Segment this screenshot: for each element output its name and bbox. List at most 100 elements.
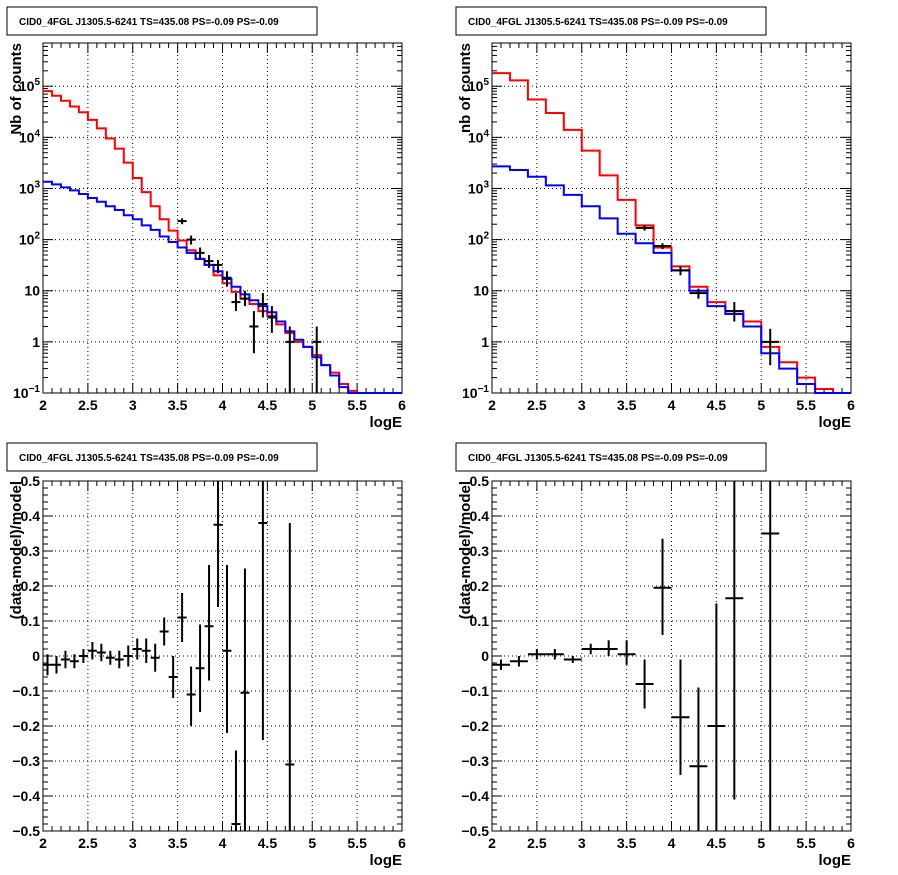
x-tick-label: 4 xyxy=(219,835,227,851)
data-point xyxy=(653,243,672,250)
x-axis-label: logE xyxy=(819,414,852,431)
data-point xyxy=(132,638,142,660)
data-point xyxy=(689,687,708,831)
data-point xyxy=(689,288,708,299)
y-tick-label: 0.5 xyxy=(470,473,490,489)
y-tick-label: −0.5 xyxy=(12,823,40,839)
data-point xyxy=(213,259,223,274)
x-tick-label: 2 xyxy=(39,835,47,851)
series-line xyxy=(492,165,851,394)
data-point xyxy=(671,266,690,276)
y-tick-label: 1 xyxy=(481,334,489,350)
x-tick-label: 4.5 xyxy=(707,835,727,851)
data-point xyxy=(312,326,322,393)
x-tick-label: 5 xyxy=(757,835,765,851)
y-axis: 10−1 1 10 102 103 104 105 xyxy=(462,42,851,401)
data-point xyxy=(60,650,70,669)
data-point xyxy=(285,326,295,393)
x-tick-label: 6 xyxy=(847,835,855,851)
data-point xyxy=(222,271,232,287)
x-tick-label: 3 xyxy=(129,397,137,413)
data-point xyxy=(51,656,61,674)
data-point xyxy=(599,640,618,656)
data-point xyxy=(105,650,115,665)
data-point xyxy=(186,235,196,245)
data-point xyxy=(231,750,241,831)
y-tick-label: 0.3 xyxy=(21,543,41,559)
y-tick-label: 102 xyxy=(19,231,41,248)
x-tick-label: 2.5 xyxy=(527,397,547,413)
data-point xyxy=(213,481,223,607)
data-point xyxy=(186,666,196,726)
y-tick-label: 10 xyxy=(24,283,40,299)
y-tick-label: 104 xyxy=(468,128,490,145)
data-point xyxy=(69,654,79,669)
data-point xyxy=(204,565,214,681)
y-tick-label: 0.2 xyxy=(21,578,41,594)
title-box xyxy=(455,6,767,36)
x-axis-label: logE xyxy=(819,852,852,869)
y-tick-label: 104 xyxy=(19,128,41,145)
data-point xyxy=(204,254,214,268)
x-axis-label: logE xyxy=(370,414,403,431)
data-point xyxy=(258,481,268,740)
y-tick-label: 0 xyxy=(481,648,489,664)
data-point xyxy=(492,659,510,670)
x-tick-label: 2 xyxy=(488,835,496,851)
data-point xyxy=(617,640,636,665)
data-point xyxy=(168,656,178,698)
x-tick-label: 5 xyxy=(308,835,316,851)
data-point xyxy=(761,328,780,366)
x-tick-label: 3 xyxy=(578,397,586,413)
x-tick-label: 5.5 xyxy=(347,835,367,851)
series-3 xyxy=(635,225,780,366)
x-tick-label: 3 xyxy=(578,835,586,851)
grid xyxy=(42,480,403,832)
data-point xyxy=(240,290,250,307)
data-point xyxy=(43,654,52,676)
data-point xyxy=(177,593,187,642)
y-axis: −0.5 −0.4 −0.3 −0.2 −0.1 0 0.1 0.2 0.3 0.4 0.5 xyxy=(12,473,402,839)
title-box xyxy=(6,6,318,36)
y-tick-label: −0.1 xyxy=(461,683,489,699)
chart-title: CID0_4FGL J1305.5-6241 TS=435.08 PS=-0.0… xyxy=(468,17,728,28)
chart-panel-1: CID0_4FGL J1305.5-6241 TS=435.08 PS=-0.0… xyxy=(6,6,406,431)
series-3 xyxy=(177,218,322,393)
x-tick-label: 6 xyxy=(398,835,406,851)
data-point xyxy=(150,643,160,672)
data-point xyxy=(267,306,277,333)
y-tick-label: −0.2 xyxy=(12,718,40,734)
x-tick-label: 3.5 xyxy=(168,397,188,413)
y-tick-label: 103 xyxy=(468,179,490,196)
x-tick-label: 4.5 xyxy=(258,835,278,851)
data-point xyxy=(635,659,654,709)
y-tick-label: 1 xyxy=(32,334,40,350)
x-tick-label: 3 xyxy=(129,835,137,851)
data-point xyxy=(114,650,124,669)
y-tick-label: 105 xyxy=(19,77,41,94)
x-tick-label: 5.5 xyxy=(796,835,816,851)
chart-title: CID0_4FGL J1305.5-6241 TS=435.08 PS=-0.0… xyxy=(19,453,279,464)
data-point xyxy=(671,659,690,775)
data-point xyxy=(725,481,744,800)
y-tick-label: 103 xyxy=(19,179,41,196)
x-axis: 2 2.5 3 3.5 4 4.5 5 5.5 6 xyxy=(39,481,406,851)
data-point xyxy=(707,603,726,831)
data-point xyxy=(231,293,241,312)
x-tick-label: 2.5 xyxy=(78,835,98,851)
x-tick-label: 5.5 xyxy=(796,397,816,413)
data-point xyxy=(563,656,582,663)
x-axis: 2 2.5 3 3.5 4 4.5 5 5.5 6 xyxy=(39,43,406,413)
y-tick-label: −0.4 xyxy=(12,788,40,804)
data-point xyxy=(725,302,744,322)
data-point xyxy=(177,218,187,225)
x-tick-label: 4 xyxy=(219,397,227,413)
title-box xyxy=(455,442,767,472)
y-tick-label: 10 xyxy=(473,283,489,299)
data-point xyxy=(195,624,205,712)
y-tick-label: −0.3 xyxy=(12,753,40,769)
data-point xyxy=(87,642,97,660)
y-tick-label: 102 xyxy=(468,231,490,248)
x-tick-label: 4 xyxy=(668,835,676,851)
